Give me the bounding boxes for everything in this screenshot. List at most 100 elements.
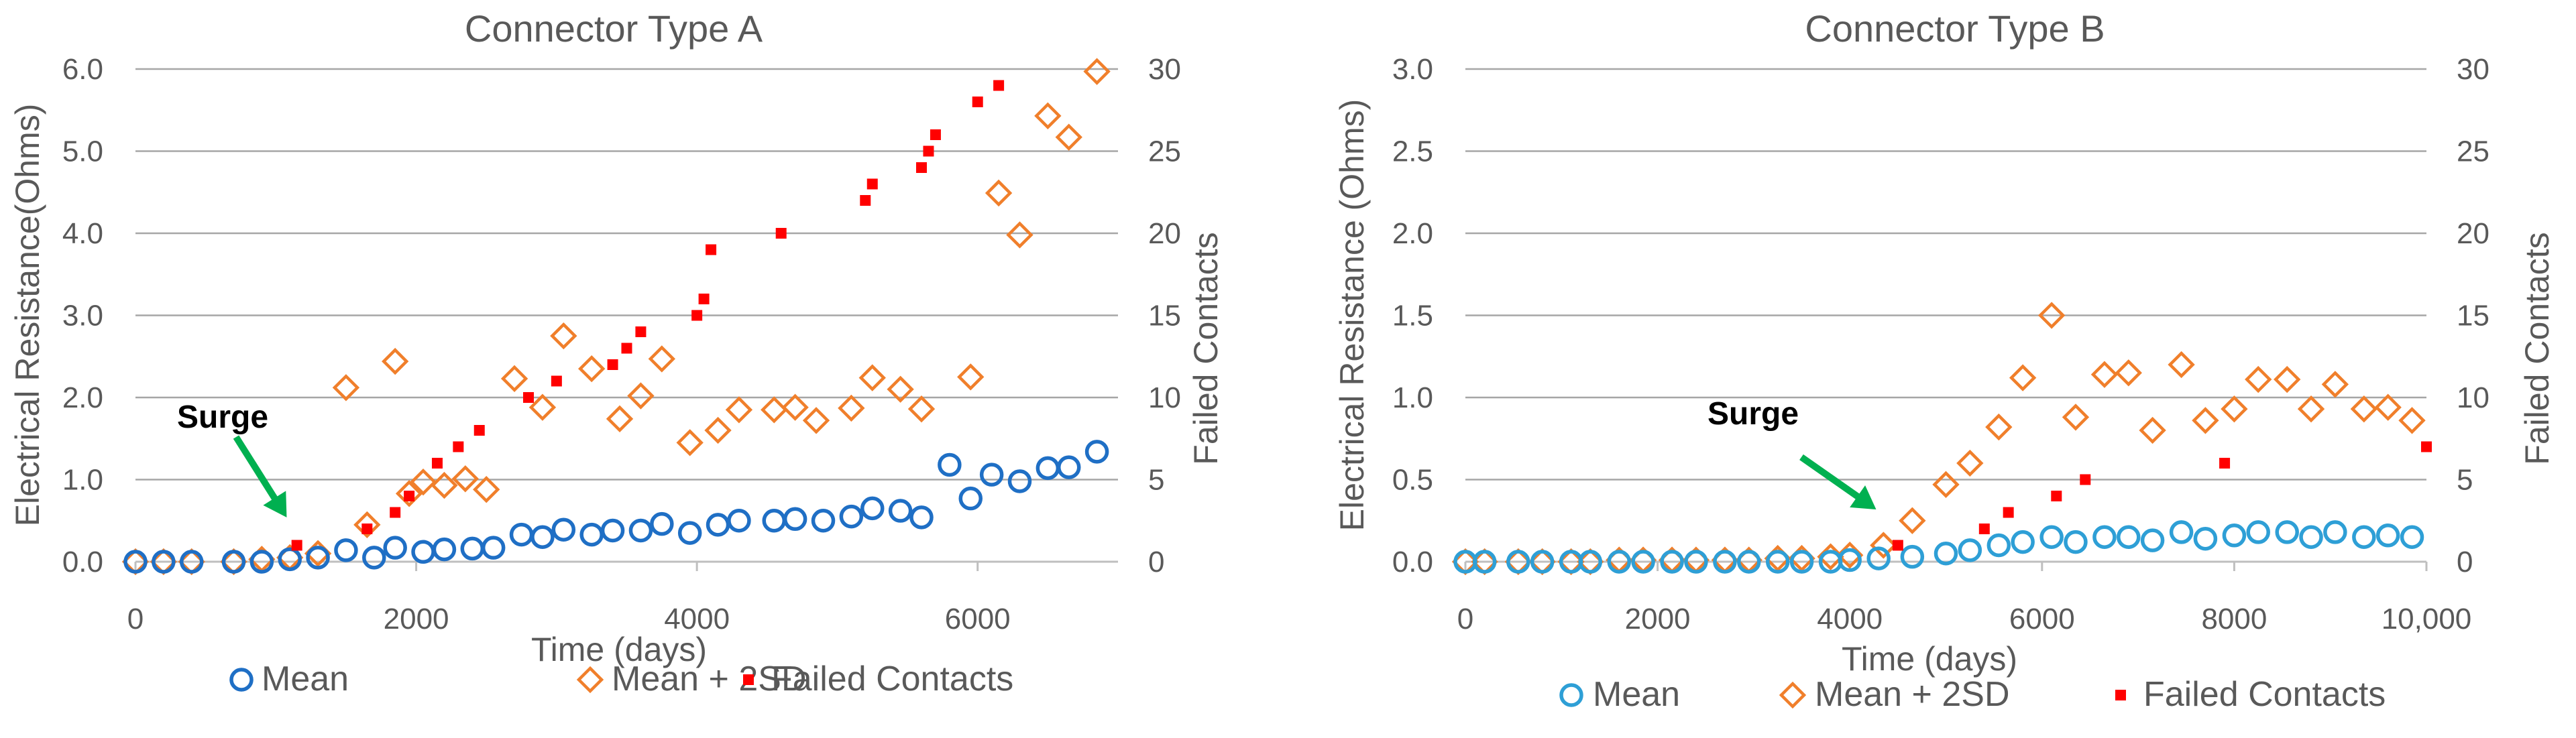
data-point xyxy=(2321,371,2349,398)
data-point xyxy=(839,504,864,529)
y2-tick-label: 25 xyxy=(1148,135,1181,168)
data-point xyxy=(390,507,401,518)
data-point xyxy=(411,540,435,564)
x-tick-label: 6000 xyxy=(2009,603,2075,635)
data-point xyxy=(2245,365,2272,393)
y-tick-label: 1.0 xyxy=(62,464,103,497)
data-point xyxy=(1956,449,1984,477)
data-point xyxy=(1083,58,1111,85)
data-point xyxy=(907,395,936,423)
legend-marker xyxy=(1559,683,1583,707)
data-point xyxy=(2274,365,2301,393)
y2-tick-label: 10 xyxy=(1148,381,1181,414)
series-mean xyxy=(123,440,1109,574)
y-tick-label: 1.5 xyxy=(1392,300,1433,332)
data-point xyxy=(1506,550,1530,574)
y-tick-label: 2.0 xyxy=(1392,217,1433,250)
series-failed-contacts xyxy=(1892,441,2432,551)
data-point xyxy=(473,476,500,503)
data-point xyxy=(2169,520,2194,544)
data-point xyxy=(1978,524,1990,534)
data-point xyxy=(2051,491,2062,501)
data-point xyxy=(2299,525,2323,549)
data-point xyxy=(1789,550,1814,574)
data-point xyxy=(676,429,704,456)
data-point xyxy=(460,536,485,561)
legend-marker xyxy=(229,668,254,692)
data-point xyxy=(706,244,717,255)
data-point xyxy=(725,396,753,424)
legend-marker xyxy=(743,674,754,685)
data-point xyxy=(451,465,480,493)
data-point xyxy=(1631,550,1655,574)
data-point xyxy=(2350,395,2378,423)
data-point xyxy=(2192,407,2219,434)
legend-label: Mean xyxy=(262,660,349,698)
data-point xyxy=(306,546,330,570)
data-point xyxy=(1057,455,1081,479)
data-point xyxy=(1866,546,1891,570)
data-point xyxy=(1736,550,1761,574)
data-point xyxy=(691,310,703,321)
y-tick-label: 4.0 xyxy=(62,217,103,250)
data-point xyxy=(1892,540,1903,551)
y-tick-label: 3.0 xyxy=(62,300,103,332)
data-point xyxy=(761,396,788,424)
data-point xyxy=(334,538,358,562)
data-point xyxy=(802,407,830,434)
data-point xyxy=(1985,413,2013,441)
data-point xyxy=(2140,528,2165,552)
surge-annotation: Surge xyxy=(177,399,268,435)
data-point xyxy=(2039,525,2064,549)
data-point xyxy=(2374,393,2402,421)
data-point xyxy=(550,322,577,350)
data-point xyxy=(2090,361,2119,388)
data-point xyxy=(2398,407,2426,434)
data-point xyxy=(2219,458,2231,469)
x-axis-label: Time (days) xyxy=(531,631,707,668)
y2-tick-label: 20 xyxy=(2457,217,2489,250)
x-tick-label: 0 xyxy=(127,603,144,635)
data-point xyxy=(635,326,647,337)
x-tick-label: 6000 xyxy=(945,603,1011,635)
data-point xyxy=(909,505,934,530)
y-tick-label: 0.0 xyxy=(1392,546,1433,578)
data-point xyxy=(179,550,204,574)
data-point xyxy=(2221,395,2248,423)
surge-annotation: Surge xyxy=(1707,396,1799,432)
y-axis-label: Electrical Resistance (Ohms) xyxy=(1333,99,1371,532)
legend-label: Mean + 2SD xyxy=(1815,675,2010,714)
x-tick-label: 8000 xyxy=(2201,603,2267,635)
y-tick-label: 0.5 xyxy=(1392,464,1433,497)
data-point xyxy=(811,509,836,533)
data-point xyxy=(628,518,653,543)
data-point xyxy=(993,80,1005,91)
data-point xyxy=(1900,544,1925,569)
data-point xyxy=(979,463,1004,487)
data-point xyxy=(916,162,927,173)
data-point xyxy=(500,365,528,393)
data-point xyxy=(1870,532,1897,559)
legend-marker xyxy=(2115,690,2126,700)
data-point xyxy=(2139,416,2166,444)
series-failed-contacts xyxy=(291,80,1005,551)
data-point xyxy=(362,546,386,570)
y-tick-label: 2.5 xyxy=(1392,135,1433,168)
data-point xyxy=(278,547,302,572)
legend-label: Failed Contacts xyxy=(771,660,1013,698)
data-point xyxy=(453,441,464,452)
data-point xyxy=(781,393,809,421)
data-point xyxy=(579,522,604,547)
data-point xyxy=(706,513,730,537)
data-point xyxy=(291,540,302,551)
data-point xyxy=(775,228,787,239)
data-point xyxy=(727,509,751,533)
data-point xyxy=(648,345,676,373)
data-point xyxy=(838,394,865,422)
data-point xyxy=(431,471,458,499)
chart-connector-a: 0.0 1.0 2.0 3.0 4.0 5.0 6.0 0 5 10 15 20 25 30 0 2000 40… xyxy=(9,7,1225,698)
data-point xyxy=(353,511,381,539)
data-point xyxy=(985,179,1013,207)
data-point xyxy=(1713,550,1737,574)
data-point xyxy=(860,195,871,206)
